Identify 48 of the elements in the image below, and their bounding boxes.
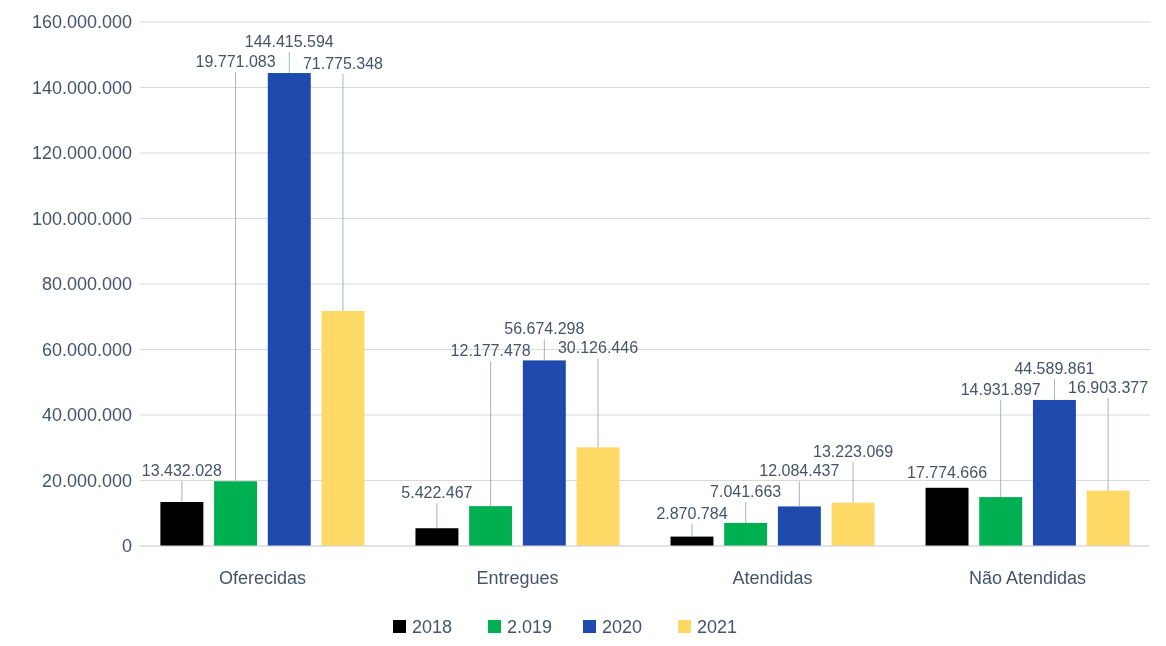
- bar: [979, 497, 1023, 546]
- data-label: 44.589.861: [1014, 359, 1095, 377]
- y-tick-label: 100.000.000: [31, 208, 132, 229]
- bar: [522, 360, 566, 546]
- data-label: 56.674.298: [504, 320, 585, 338]
- bar: [925, 487, 969, 546]
- data-label: 17.774.666: [906, 463, 988, 481]
- legend-label: 2.019: [507, 617, 553, 637]
- x-tick-label: Entregues: [476, 568, 559, 588]
- data-label: 16.903.377: [1068, 378, 1149, 396]
- y-tick-label: 60.000.000: [41, 339, 132, 360]
- data-label: 7.041.663: [710, 482, 782, 500]
- bar: [576, 447, 620, 546]
- bar: [469, 506, 513, 546]
- data-label: 30.126.446: [557, 339, 639, 357]
- data-label: 71.775.348: [302, 54, 384, 72]
- bar: [724, 522, 768, 546]
- y-tick-label: 0: [121, 536, 132, 557]
- legend-label: 2018: [412, 617, 453, 637]
- data-label: 2.870.784: [656, 504, 728, 522]
- data-label: 144.415.594: [244, 33, 334, 51]
- data-label: 13.432.028: [141, 462, 223, 480]
- bar: [831, 502, 875, 546]
- bar: [321, 310, 365, 546]
- bar: [267, 73, 311, 546]
- data-label: 12.084.437: [759, 462, 840, 480]
- bar: [160, 502, 204, 546]
- bar: [214, 481, 258, 546]
- bar: [1086, 490, 1130, 546]
- data-label: 12.177.478: [450, 342, 531, 360]
- x-tick-label: Não Atendidas: [969, 568, 1087, 588]
- y-tick-label: 80.000.000: [41, 274, 132, 295]
- x-tick-label: Atendidas: [732, 568, 813, 588]
- bar: [777, 506, 821, 546]
- data-label: 14.931.897: [960, 381, 1041, 399]
- y-tick-label: 20.000.000: [41, 470, 132, 491]
- y-tick-label: 140.000.000: [31, 77, 132, 98]
- legend-label: 2020: [602, 617, 643, 637]
- bar: [415, 528, 459, 546]
- bar: [1032, 399, 1076, 546]
- y-tick-label: 160.000.000: [31, 12, 132, 33]
- y-tick-label: 40.000.000: [41, 405, 132, 426]
- data-label: 13.223.069: [813, 442, 894, 460]
- legend-label: 2021: [697, 617, 738, 637]
- data-label: 19.771.083: [195, 53, 276, 71]
- x-tick-label: Oferecidas: [218, 568, 306, 588]
- y-tick-label: 120.000.000: [31, 143, 132, 164]
- data-label: 5.422.467: [401, 484, 473, 502]
